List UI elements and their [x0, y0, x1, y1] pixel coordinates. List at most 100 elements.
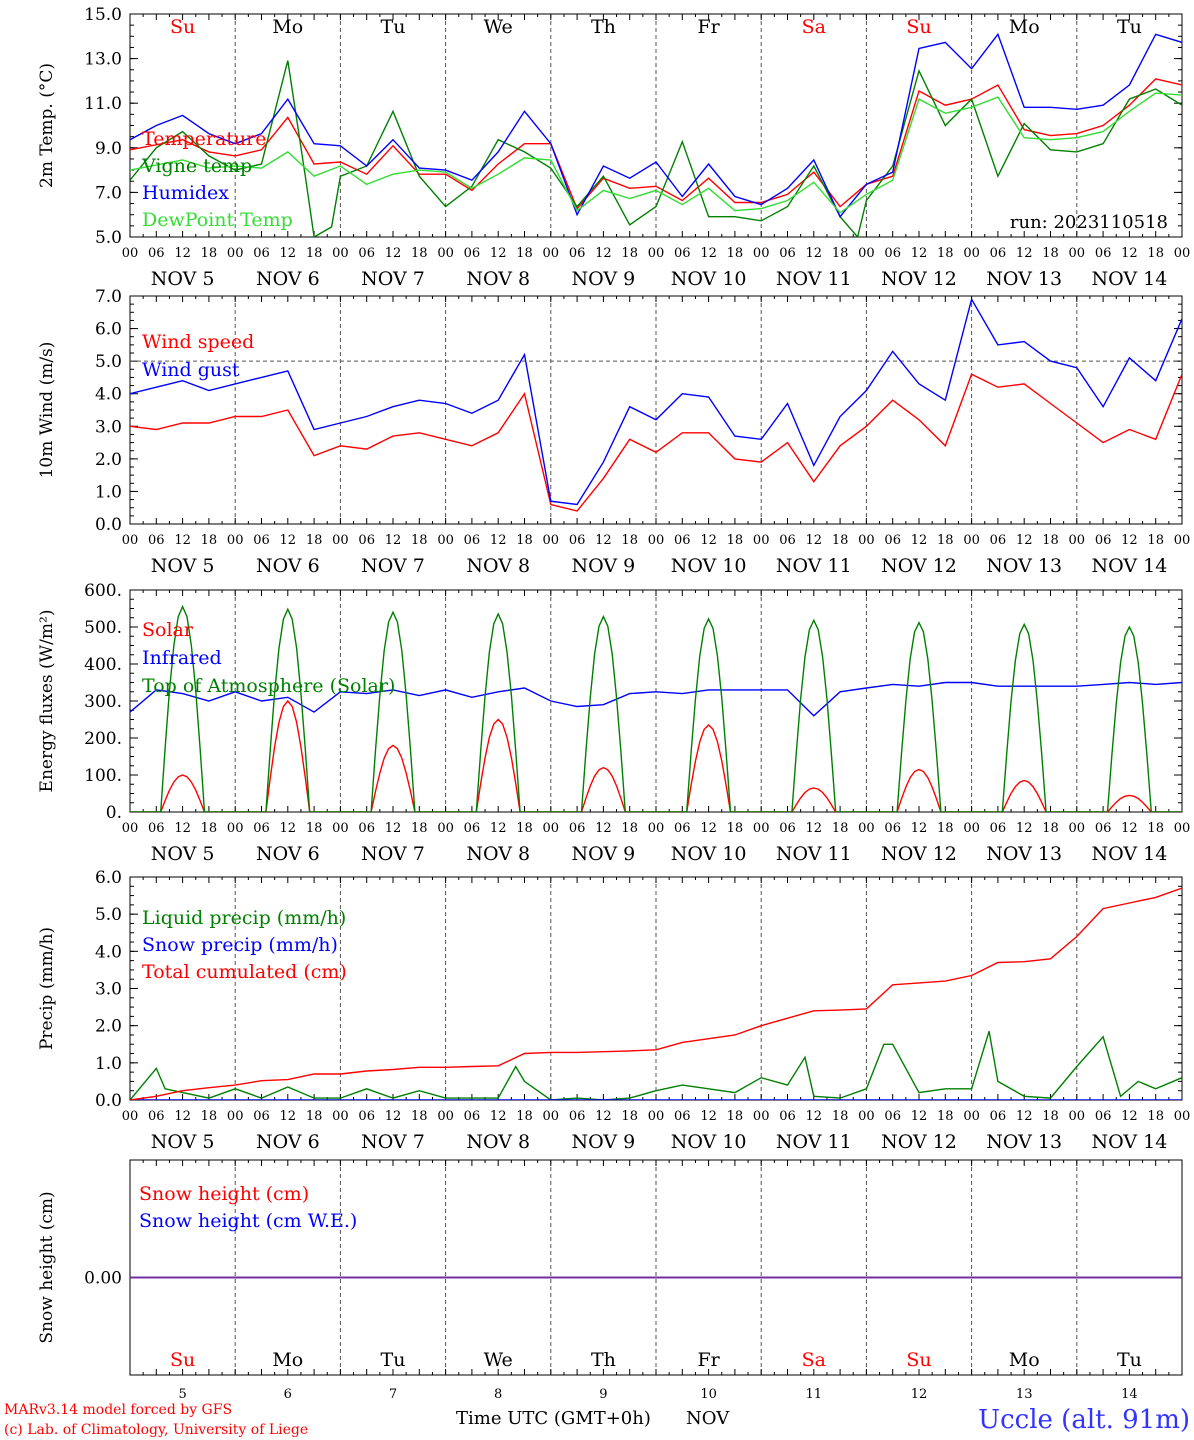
day-number-label: 14 [1121, 1387, 1138, 1402]
date-label: NOV 11 [776, 268, 852, 290]
y-axis-label: Precip (mm/h) [37, 927, 57, 1050]
hour-tick-label: 00 [227, 246, 244, 261]
hour-tick-label: 06 [674, 533, 691, 548]
date-label: NOV 7 [361, 268, 425, 290]
weekday-label: Tu [1117, 1349, 1142, 1371]
y-tick-label: 0.0 [95, 515, 122, 535]
date-label: NOV 13 [986, 268, 1062, 290]
y-tick-label: 3.0 [95, 417, 122, 437]
hour-tick-label: 00 [227, 821, 244, 836]
hour-tick-label: 00 [1174, 246, 1191, 261]
hour-tick-label: 18 [832, 533, 849, 548]
series-line [130, 297, 1182, 506]
hour-tick-label: 18 [832, 821, 849, 836]
y-tick-label: 200. [84, 729, 122, 749]
weekday-label: Tu [381, 1349, 406, 1371]
hour-tick-label: 00 [332, 533, 349, 548]
date-label: NOV 7 [361, 555, 425, 577]
hour-tick-label: 12 [1016, 821, 1033, 836]
hour-tick-label: 12 [806, 1109, 823, 1124]
hour-tick-label: 18 [937, 821, 954, 836]
y-tick-label: 600. [84, 581, 122, 601]
hour-tick-label: 06 [1095, 1109, 1112, 1124]
hour-tick-label: 18 [411, 821, 428, 836]
y-tick-label: 15.0 [84, 5, 122, 25]
hour-tick-label: 06 [148, 533, 165, 548]
hour-tick-label: 12 [174, 1109, 191, 1124]
date-label: NOV 10 [671, 555, 747, 577]
y-tick-label: 1.0 [95, 482, 122, 502]
legend-entry: Humidex [142, 182, 229, 204]
date-label: NOV 5 [151, 555, 215, 577]
date-label: NOV 12 [881, 555, 957, 577]
day-number-label: 5 [178, 1387, 186, 1402]
hour-tick-label: 12 [385, 1109, 402, 1124]
hour-tick-label: 00 [122, 821, 139, 836]
hour-tick-label: 18 [937, 246, 954, 261]
date-label: NOV 8 [466, 555, 530, 577]
date-label: NOV 12 [881, 268, 957, 290]
hour-tick-label: 18 [516, 821, 533, 836]
hour-tick-label: 06 [1095, 533, 1112, 548]
hour-tick-label: 12 [490, 821, 507, 836]
hour-tick-label: 12 [1016, 533, 1033, 548]
hour-tick-label: 18 [516, 1109, 533, 1124]
hour-tick-label: 12 [595, 533, 612, 548]
hour-tick-label: 12 [911, 821, 928, 836]
weekday-label: Fr [697, 16, 720, 38]
date-label: NOV 9 [572, 268, 636, 290]
weekday-label: Mo [1009, 1349, 1040, 1371]
hour-tick-label: 18 [937, 1109, 954, 1124]
hour-tick-label: 18 [1147, 533, 1164, 548]
legend-entry: Wind gust [142, 359, 240, 381]
date-label: NOV 11 [776, 555, 852, 577]
y-tick-label: 400. [84, 655, 122, 675]
weekday-label: Mo [272, 16, 303, 38]
date-label: NOV 6 [256, 268, 320, 290]
hour-tick-label: 06 [674, 821, 691, 836]
x-axis-month: NOV [686, 1408, 730, 1429]
hour-tick-label: 00 [122, 533, 139, 548]
hour-tick-label: 00 [543, 1109, 560, 1124]
hour-tick-label: 00 [1069, 1109, 1086, 1124]
weekday-label: Th [591, 1349, 616, 1371]
legend-entry: Infrared [142, 647, 222, 669]
hour-tick-label: 06 [1095, 821, 1112, 836]
date-label: NOV 14 [1091, 555, 1167, 577]
date-label: NOV 10 [671, 268, 747, 290]
y-tick-label: 2.0 [95, 450, 122, 470]
hour-tick-label: 06 [990, 246, 1007, 261]
day-number-label: 9 [599, 1387, 607, 1402]
date-label: NOV 6 [256, 1131, 320, 1153]
y-tick-label: 0.00 [84, 1269, 122, 1289]
hour-tick-label: 12 [1016, 1109, 1033, 1124]
hour-tick-label: 18 [306, 1109, 323, 1124]
weekday-label: Fr [697, 1349, 720, 1371]
hour-tick-label: 18 [1042, 821, 1059, 836]
hour-tick-label: 12 [700, 533, 717, 548]
hour-tick-label: 12 [174, 246, 191, 261]
date-label: NOV 10 [671, 1131, 747, 1153]
hour-tick-label: 18 [1147, 821, 1164, 836]
date-label: NOV 5 [151, 268, 215, 290]
y-tick-label: 300. [84, 692, 122, 712]
date-label: NOV 8 [466, 268, 530, 290]
hour-tick-label: 12 [1121, 821, 1138, 836]
hour-tick-label: 00 [753, 821, 770, 836]
hour-tick-label: 06 [1095, 246, 1112, 261]
hour-tick-label: 00 [543, 533, 560, 548]
hour-tick-label: 00 [1069, 246, 1086, 261]
weekday-label: Tu [1117, 16, 1142, 38]
hour-tick-label: 12 [280, 821, 297, 836]
legend-entry: Total cumulated (cm) [142, 961, 347, 983]
hour-tick-label: 18 [832, 246, 849, 261]
series-line [130, 1030, 1182, 1100]
hour-tick-label: 18 [201, 821, 218, 836]
series-line [130, 681, 1182, 717]
hour-tick-label: 12 [806, 533, 823, 548]
hour-tick-label: 18 [306, 821, 323, 836]
hour-tick-label: 18 [727, 246, 744, 261]
weekday-label: Su [170, 1349, 195, 1371]
weekday-label: Mo [272, 1349, 303, 1371]
